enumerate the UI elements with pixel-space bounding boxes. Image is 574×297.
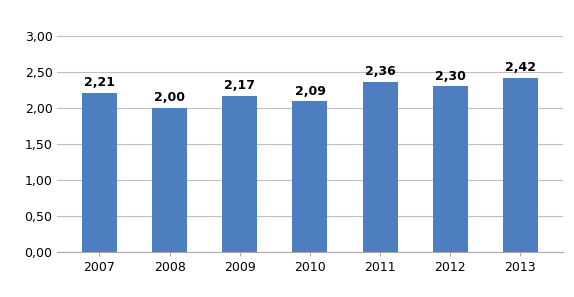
Text: 2,42: 2,42 [505,61,536,74]
Text: 2,09: 2,09 [294,85,325,98]
Bar [292,101,328,252]
Bar [222,96,257,252]
Text: 2,00: 2,00 [154,91,185,104]
Text: 2,21: 2,21 [84,76,115,89]
Bar [503,78,538,252]
Text: 2,36: 2,36 [364,65,395,78]
Bar [363,82,398,252]
Bar [82,93,117,252]
Bar [152,108,187,252]
Text: 2,17: 2,17 [224,79,255,92]
Bar [433,86,468,252]
Text: 2,30: 2,30 [435,69,466,83]
